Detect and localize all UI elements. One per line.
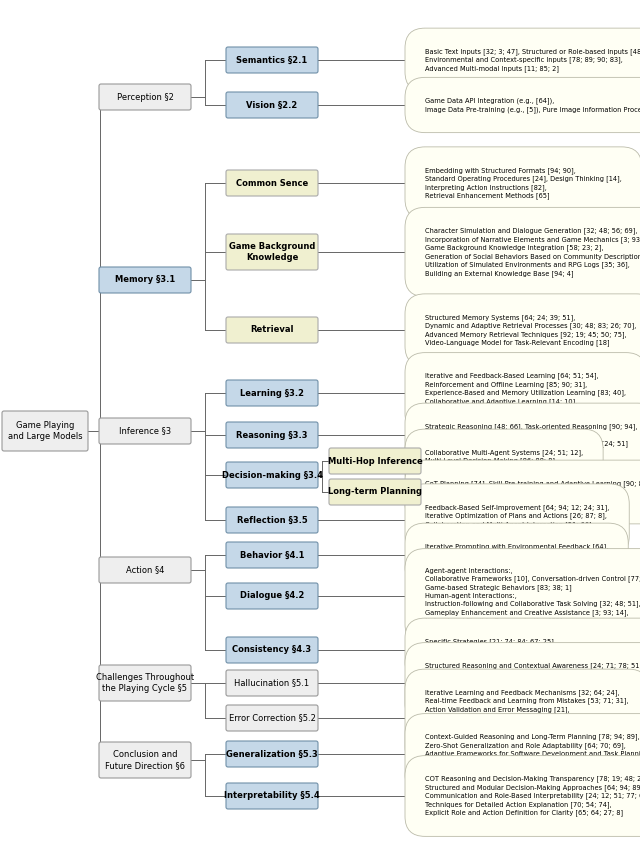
FancyBboxPatch shape	[2, 411, 88, 451]
FancyBboxPatch shape	[329, 448, 421, 474]
Text: Feedback-Based Self-Improvement [64; 94; 12; 24; 31],
Iterative Optimization of : Feedback-Based Self-Improvement [64; 94;…	[425, 504, 609, 536]
Text: Behavior §4.1: Behavior §4.1	[240, 550, 304, 560]
FancyBboxPatch shape	[226, 542, 318, 568]
Text: Agent-agent Interactions:,
Collaborative Frameworks [10], Conversation-driven Co: Agent-agent Interactions:, Collaborative…	[425, 568, 640, 624]
Text: Vision §2.2: Vision §2.2	[246, 101, 298, 109]
Text: Game Data API Integration (e.g., [64]),
Image Data Pre-training (e.g., [5]), Pur: Game Data API Integration (e.g., [64]), …	[425, 97, 640, 113]
Text: Dialogue §4.2: Dialogue §4.2	[240, 592, 304, 600]
Text: Memory §3.1: Memory §3.1	[115, 276, 175, 284]
Text: Strategic Reasoning [48; 66], Task-oriented Reasoning [90; 94],
Contextual and A: Strategic Reasoning [48; 66], Task-orien…	[425, 423, 637, 447]
Text: Consistency §4.3: Consistency §4.3	[232, 646, 312, 654]
Text: Reflection §3.5: Reflection §3.5	[237, 516, 307, 524]
FancyBboxPatch shape	[226, 507, 318, 533]
FancyBboxPatch shape	[99, 267, 191, 293]
FancyBboxPatch shape	[226, 637, 318, 663]
Text: Perception §2: Perception §2	[116, 92, 173, 102]
Text: Retrieval: Retrieval	[250, 325, 294, 335]
Text: Decision-making §3.4: Decision-making §3.4	[221, 470, 323, 480]
FancyBboxPatch shape	[226, 705, 318, 731]
FancyBboxPatch shape	[226, 783, 318, 809]
Text: Iterative Learning and Feedback Mechanisms [32; 64; 24],
Real-time Feedback and : Iterative Learning and Feedback Mechanis…	[425, 689, 628, 746]
FancyBboxPatch shape	[329, 479, 421, 505]
Text: Context-Guided Reasoning and Long-Term Planning [78; 94; 89],
Zero-Shot Generali: Context-Guided Reasoning and Long-Term P…	[425, 734, 640, 774]
Text: Interpretability §5.4: Interpretability §5.4	[224, 791, 320, 801]
Text: Common Sence: Common Sence	[236, 178, 308, 188]
Text: Structured Memory Systems [64; 24; 39; 51],
Dynamic and Adaptive Retrieval Proce: Structured Memory Systems [64; 24; 39; 5…	[425, 314, 636, 346]
Text: Reasoning §3.3: Reasoning §3.3	[236, 430, 308, 439]
FancyBboxPatch shape	[99, 665, 191, 701]
FancyBboxPatch shape	[226, 92, 318, 118]
Text: Collaborative Multi-Agent Systems [24; 51; 12],
Multi-Level Decision-Making [86;: Collaborative Multi-Agent Systems [24; 5…	[425, 449, 583, 473]
FancyBboxPatch shape	[99, 84, 191, 110]
Text: CoT Planning [74], Skill Pre-training and Adaptive Learning [90; 87],
Task Decom: CoT Planning [74], Skill Pre-training an…	[425, 480, 640, 504]
Text: Conclusion and
Future Direction §6: Conclusion and Future Direction §6	[105, 750, 185, 770]
Text: Multi-Hop Inference: Multi-Hop Inference	[328, 456, 422, 466]
Text: Character Simulation and Dialogue Generation [32; 48; 56; 69],
Incorporation of : Character Simulation and Dialogue Genera…	[425, 227, 640, 276]
Text: Action §4: Action §4	[126, 566, 164, 574]
FancyBboxPatch shape	[226, 422, 318, 448]
Text: Iterative Prompting with Environmental Feedback [64],
Role-Specific Prompt for P: Iterative Prompting with Environmental F…	[425, 543, 608, 567]
FancyBboxPatch shape	[226, 47, 318, 73]
FancyBboxPatch shape	[99, 557, 191, 583]
FancyBboxPatch shape	[226, 380, 318, 406]
FancyBboxPatch shape	[226, 583, 318, 609]
Text: Specific Strategies [21; 74; 84; 67; 25],
Structural Approaches [78; 64; 94; 24;: Specific Strategies [21; 74; 84; 67; 25]…	[425, 638, 640, 662]
FancyBboxPatch shape	[226, 317, 318, 343]
FancyBboxPatch shape	[99, 418, 191, 444]
Text: Basic Text Inputs [32; 3; 47], Structured or Role-based Inputs [48; 24; 69; 21],: Basic Text Inputs [32; 3; 47], Structure…	[425, 48, 640, 71]
Text: Long-term Planning: Long-term Planning	[328, 487, 422, 497]
FancyBboxPatch shape	[226, 462, 318, 488]
Text: COT Reasoning and Decision-Making Transparency [78; 19; 48; 29],
Structured and : COT Reasoning and Decision-Making Transp…	[425, 776, 640, 816]
Text: Error Correction §5.2: Error Correction §5.2	[228, 714, 316, 722]
Text: Iterative and Feedback-Based Learning [64; 51; 54],
Reinforcement and Offline Le: Iterative and Feedback-Based Learning [6…	[425, 373, 626, 413]
Text: Structured Reasoning and Contextual Awareness [24; 71; 78; 51; 83; 9],
Interacti: Structured Reasoning and Contextual Awar…	[425, 663, 640, 703]
Text: Game Background
Knowledge: Game Background Knowledge	[229, 242, 315, 262]
Text: Game Playing
and Large Models: Game Playing and Large Models	[8, 421, 83, 441]
FancyBboxPatch shape	[226, 670, 318, 696]
Text: Challenges Throughout
the Playing Cycle §5: Challenges Throughout the Playing Cycle …	[96, 673, 194, 693]
Text: Embedding with Structured Formats [94; 90],
Standard Operating Procedures [24], : Embedding with Structured Formats [94; 9…	[425, 167, 621, 199]
Text: Hallucination §5.1: Hallucination §5.1	[234, 678, 310, 687]
Text: Semantics §2.1: Semantics §2.1	[236, 55, 308, 65]
Text: Learning §3.2: Learning §3.2	[240, 388, 304, 398]
FancyBboxPatch shape	[99, 742, 191, 778]
FancyBboxPatch shape	[226, 741, 318, 767]
FancyBboxPatch shape	[226, 170, 318, 196]
Text: Inference §3: Inference §3	[119, 426, 171, 436]
FancyBboxPatch shape	[226, 234, 318, 270]
Text: Generalization §5.3: Generalization §5.3	[226, 749, 318, 759]
